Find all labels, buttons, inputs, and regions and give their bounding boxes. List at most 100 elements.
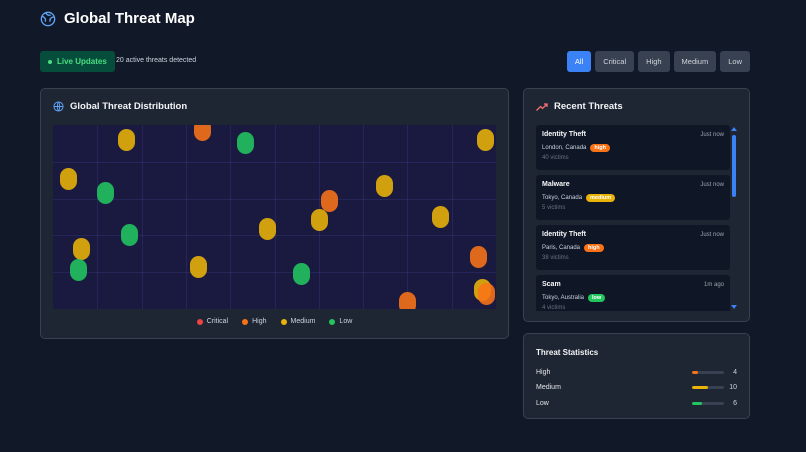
map-grid-line bbox=[363, 125, 365, 309]
scroll-thumb[interactable] bbox=[732, 135, 736, 197]
stat-bar bbox=[692, 385, 724, 389]
scroll-down-arrow-icon[interactable] bbox=[731, 305, 737, 309]
threat-marker-high[interactable] bbox=[399, 292, 416, 309]
threat-type: Identity Theft bbox=[542, 231, 586, 238]
threat-card[interactable]: Malware Just now Tokyo, Canada medium 5 … bbox=[536, 175, 730, 220]
severity-filters: All Critical High Medium Low bbox=[566, 51, 750, 72]
filter-critical[interactable]: Critical bbox=[595, 51, 635, 72]
threat-marker-high[interactable] bbox=[321, 190, 338, 212]
filter-high[interactable]: High bbox=[638, 51, 670, 72]
legend-item-critical: Critical bbox=[196, 318, 229, 325]
threat-location-row: Paris, Canada high bbox=[542, 244, 724, 252]
threat-marker-high[interactable] bbox=[194, 125, 211, 141]
legend-label-low: Low bbox=[339, 318, 353, 325]
threat-card[interactable]: Scam 1m ago Tokyo, Australia low 4 victi… bbox=[536, 275, 730, 311]
severity-badge: medium bbox=[586, 194, 616, 202]
stat-bar-fill bbox=[692, 401, 702, 405]
recent-threats-panel: Recent Threats Identity Theft Just now L… bbox=[523, 88, 750, 322]
threat-marker-medium[interactable] bbox=[259, 218, 276, 240]
threat-marker-low[interactable] bbox=[237, 132, 254, 154]
filter-low[interactable]: Low bbox=[720, 51, 750, 72]
stat-row-high: High 4 bbox=[536, 367, 737, 377]
threat-marker-low[interactable] bbox=[97, 182, 114, 204]
scroll-up-arrow-icon[interactable] bbox=[731, 127, 737, 131]
threat-victims: 5 victims bbox=[542, 205, 566, 211]
globe-icon bbox=[53, 101, 64, 112]
legend-dot-medium bbox=[280, 318, 287, 325]
threat-card[interactable]: Identity Theft Just now Paris, Canada hi… bbox=[536, 225, 730, 270]
page-title: Global Threat Map bbox=[64, 10, 195, 27]
threat-map[interactable] bbox=[53, 125, 496, 309]
stat-label: Low bbox=[536, 399, 549, 407]
threat-card[interactable]: Identity Theft Just now London, Canada h… bbox=[536, 125, 730, 170]
threat-list[interactable]: Identity Theft Just now London, Canada h… bbox=[536, 125, 730, 311]
live-updates-badge: Live Updates bbox=[40, 51, 115, 72]
stat-count: 10 bbox=[729, 383, 737, 391]
legend-dot-low bbox=[329, 318, 336, 325]
threat-location: Tokyo, Canada bbox=[542, 195, 583, 201]
filter-all[interactable]: All bbox=[566, 51, 592, 72]
stat-label: Medium bbox=[536, 383, 561, 391]
threat-marker-low[interactable] bbox=[293, 263, 310, 285]
threat-location-row: Tokyo, Canada medium bbox=[542, 194, 724, 202]
stat-count: 6 bbox=[733, 399, 737, 407]
threat-type: Malware bbox=[542, 181, 570, 188]
threat-location-row: Tokyo, Australia low bbox=[542, 294, 724, 302]
trending-up-icon bbox=[536, 102, 548, 111]
threat-type: Scam bbox=[542, 281, 561, 288]
map-legend: Critical High Medium Low bbox=[41, 318, 508, 325]
map-grid-line bbox=[53, 198, 496, 200]
threat-marker-medium[interactable] bbox=[190, 256, 207, 278]
threat-type: Identity Theft bbox=[542, 131, 586, 138]
threat-time: Just now bbox=[700, 182, 724, 188]
threat-victims: 40 victims bbox=[542, 155, 569, 161]
globe-icon bbox=[40, 11, 56, 26]
threat-list-scrollbar[interactable] bbox=[731, 127, 737, 309]
recent-threats-title: Recent Threats bbox=[536, 101, 623, 112]
legend-label-critical: Critical bbox=[206, 318, 229, 325]
live-dot-icon bbox=[48, 59, 52, 64]
threat-time: 1m ago bbox=[703, 282, 724, 288]
stat-count: 4 bbox=[733, 368, 737, 376]
threat-marker-medium[interactable] bbox=[376, 175, 393, 197]
stat-label: High bbox=[536, 368, 551, 376]
stat-bar-fill bbox=[692, 385, 708, 389]
legend-item-low: Low bbox=[329, 318, 352, 325]
map-grid-line bbox=[185, 125, 187, 309]
legend-label-high: High bbox=[252, 318, 267, 325]
stat-row-medium: Medium 10 bbox=[536, 382, 737, 392]
legend-dot-high bbox=[242, 318, 249, 325]
threat-time: Just now bbox=[700, 232, 724, 238]
map-panel-title: Global Threat Distribution bbox=[53, 101, 187, 112]
legend-label-medium: Medium bbox=[290, 318, 316, 325]
threat-marker-low[interactable] bbox=[70, 259, 87, 281]
map-grid-line bbox=[53, 272, 496, 274]
map-grid-line bbox=[141, 125, 143, 309]
map-grid-line bbox=[53, 161, 496, 163]
threat-marker-medium[interactable] bbox=[73, 238, 90, 260]
threat-statistics-panel: Threat Statistics High 4 Medium 10 Low 6 bbox=[523, 333, 750, 419]
threat-location: Paris, Canada bbox=[542, 245, 581, 251]
threat-marker-medium[interactable] bbox=[477, 129, 494, 151]
recent-threats-title-text: Recent Threats bbox=[554, 101, 623, 112]
threat-victims: 4 victims bbox=[542, 305, 566, 311]
threat-location-row: London, Canada high bbox=[542, 144, 724, 152]
stat-bar bbox=[692, 370, 724, 374]
filter-medium[interactable]: Medium bbox=[673, 51, 717, 72]
threat-map-panel: Global Threat Distribution Critical High… bbox=[40, 88, 509, 339]
threat-marker-medium[interactable] bbox=[118, 129, 135, 151]
threat-marker-medium[interactable] bbox=[60, 168, 77, 190]
threat-marker-low[interactable] bbox=[121, 224, 138, 246]
threat-marker-medium[interactable] bbox=[311, 209, 328, 231]
threat-location: Tokyo, Australia bbox=[542, 295, 585, 301]
threat-marker-high[interactable] bbox=[470, 246, 487, 268]
map-grid-line bbox=[451, 125, 453, 309]
threat-marker-high[interactable] bbox=[478, 283, 495, 305]
stat-bar bbox=[692, 401, 724, 405]
legend-dot-critical bbox=[196, 318, 203, 325]
map-grid-line bbox=[230, 125, 232, 309]
severity-badge: high bbox=[590, 144, 610, 152]
map-grid-line bbox=[407, 125, 409, 309]
threat-marker-medium[interactable] bbox=[432, 206, 449, 228]
map-title-text: Global Threat Distribution bbox=[70, 101, 188, 112]
